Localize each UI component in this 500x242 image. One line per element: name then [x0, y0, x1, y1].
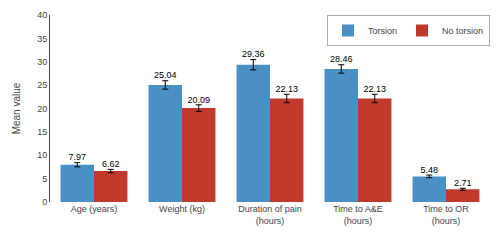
svg-text:20: 20 — [37, 104, 47, 114]
svg-text:30: 30 — [37, 57, 47, 67]
svg-text:20.09: 20.09 — [187, 95, 210, 105]
svg-text:Duration of pain(hours): Duration of pain(hours) — [238, 204, 302, 226]
svg-text:29.36: 29.36 — [242, 49, 265, 59]
svg-text:Weight (kg): Weight (kg) — [159, 204, 205, 214]
svg-text:6.62: 6.62 — [102, 159, 120, 169]
svg-text:25: 25 — [37, 80, 47, 90]
svg-text:22.13: 22.13 — [275, 84, 298, 94]
svg-text:0: 0 — [42, 197, 47, 207]
svg-text:7.97: 7.97 — [69, 152, 87, 162]
svg-text:Time to OR(hours): Time to OR(hours) — [423, 204, 469, 226]
svg-text:40: 40 — [37, 10, 47, 20]
svg-text:2.71: 2.71 — [454, 178, 472, 188]
svg-text:15: 15 — [37, 127, 47, 137]
svg-text:22.13: 22.13 — [363, 84, 386, 94]
svg-text:35: 35 — [37, 34, 47, 44]
svg-text:5.48: 5.48 — [421, 165, 439, 175]
svg-text:Torsion: Torsion — [368, 26, 397, 36]
svg-text:No torsion: No torsion — [442, 26, 483, 36]
svg-text:Mean value: Mean value — [11, 82, 22, 134]
svg-text:10: 10 — [37, 150, 47, 160]
svg-text:Time to A&E(hours): Time to A&E(hours) — [333, 204, 383, 226]
svg-text:28.46: 28.46 — [330, 54, 353, 64]
svg-text:5: 5 — [42, 174, 47, 184]
svg-text:Age (years): Age (years) — [71, 204, 118, 214]
svg-text:25.04: 25.04 — [154, 70, 177, 80]
